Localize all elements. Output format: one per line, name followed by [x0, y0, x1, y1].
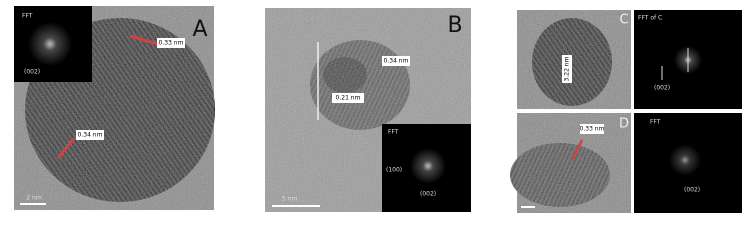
- annotation: 0.21 nm: [336, 95, 361, 102]
- panel-d: D 0.33 nm FFT (002): [510, 113, 742, 213]
- panel-label: D: [619, 117, 629, 132]
- inset-title: FFT: [22, 13, 33, 20]
- panel-b: B 0.21 nm 0.34 nm FFT (100) (002) 5 nm: [265, 8, 471, 212]
- panel-a: FFT (002) A 0.33 nm 0.34 nm 2 nm: [14, 6, 215, 210]
- panel-label: A: [192, 17, 207, 42]
- figure: FFT (002) A 0.33 nm 0.34 nm 2 nm B 0.21 …: [14, 6, 742, 213]
- fft-title: FFT: [650, 119, 661, 126]
- panel-c: C 3.22 nm FFT of C (002): [517, 10, 742, 109]
- panel-label: C: [619, 13, 628, 28]
- inset-title: FFT: [388, 129, 399, 136]
- fft-spot: (002): [654, 85, 670, 92]
- fft-spot: (100): [386, 167, 402, 174]
- scale-bar: 5 nm: [282, 196, 298, 203]
- annotation: 3.22 nm: [564, 56, 571, 81]
- annotation: 0.33 nm: [580, 126, 605, 133]
- scale-bar: 2 nm: [26, 195, 42, 202]
- annotation: 0.34 nm: [384, 58, 409, 65]
- fft-title: FFT of C: [638, 15, 662, 22]
- annotation: 0.34 nm: [78, 132, 103, 139]
- fft-spot: (002): [684, 187, 700, 194]
- panel-label: B: [447, 13, 462, 38]
- fft-spot: (002): [420, 191, 436, 198]
- annotation: 0.33 nm: [159, 40, 184, 47]
- fft-spot: (002): [24, 69, 40, 76]
